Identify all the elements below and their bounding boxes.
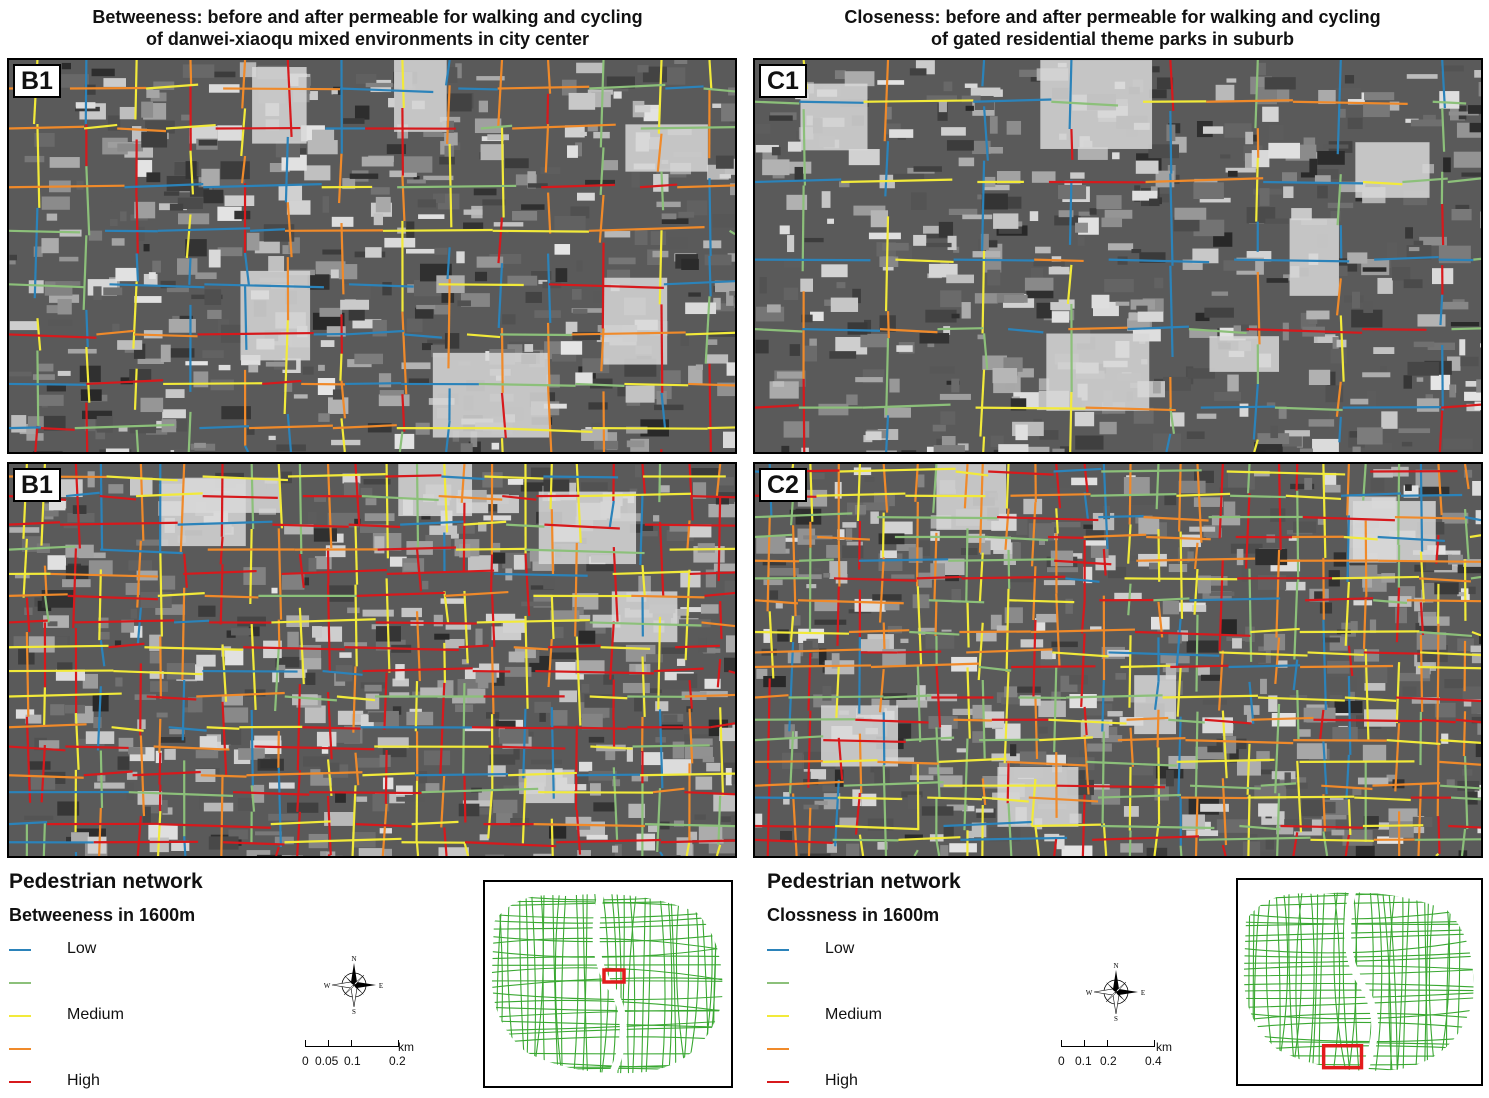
map-panel-betweeness-after: B1	[7, 462, 737, 858]
legend-subheading: Betweeness in 1600m	[9, 905, 196, 925]
map-panel-betweeness-before: B1	[7, 58, 737, 454]
legend-swatch	[767, 949, 789, 951]
legend-swatch	[767, 1048, 789, 1050]
legend-label: Low	[67, 940, 97, 957]
map-panel-closeness-before: C1	[753, 58, 1483, 454]
compass-e: E	[1141, 989, 1145, 997]
legend-subheading: Clossness in 1600m	[767, 905, 940, 925]
panel-label: C2	[759, 468, 807, 502]
legend-swatch	[9, 982, 31, 984]
compass-n: N	[1113, 962, 1118, 970]
legend-swatch	[9, 949, 31, 951]
scale-tick: 0.1	[344, 1054, 361, 1068]
legend-swatch	[767, 982, 789, 984]
legend-label: Low	[825, 940, 855, 957]
panel-label: B1	[13, 468, 61, 502]
city-network-overview	[491, 882, 723, 1086]
panel-label: C1	[759, 64, 807, 98]
compass-w: W	[1086, 989, 1093, 997]
left-title: Betweeness: before and after permeable f…	[92, 7, 643, 49]
scale-tick: 0	[1058, 1054, 1065, 1068]
compass-e: E	[379, 982, 383, 990]
city-network-overview	[1243, 880, 1474, 1084]
legend-label: High	[825, 1072, 858, 1089]
aerial-map	[755, 464, 1481, 856]
aerial-map	[755, 60, 1481, 452]
aerial-map	[9, 464, 735, 856]
scale-tick: 0	[302, 1054, 309, 1068]
panel-label: B1	[13, 64, 61, 98]
legend-swatch	[9, 1015, 31, 1017]
compass-s: S	[1114, 1015, 1118, 1022]
legend-label: Medium	[67, 1006, 124, 1023]
scale-unit: km	[1156, 1040, 1172, 1054]
legend-swatch	[767, 1081, 789, 1083]
scale-tick: 0.05	[315, 1054, 339, 1068]
compass-n: N	[351, 955, 356, 963]
legend-label: Medium	[825, 1006, 882, 1023]
scale-unit: km	[398, 1040, 414, 1054]
scale-tick: 0.4	[1145, 1054, 1162, 1068]
compass-w: W	[324, 982, 331, 990]
legend-label: High	[67, 1072, 100, 1089]
legend-swatch	[9, 1081, 31, 1083]
compass-s: S	[352, 1008, 356, 1015]
aerial-map	[9, 60, 735, 452]
legend-swatch	[767, 1015, 789, 1017]
legend-swatch	[9, 1048, 31, 1050]
legend-heading: Pedestrian network	[767, 870, 961, 893]
scale-bar: 0 0.1 0.2 0.4 km	[1058, 1040, 1181, 1080]
scale-tick: 0.2	[389, 1054, 406, 1068]
north-arrow-compass-icon: N S E W	[1086, 962, 1146, 1023]
locator-inset-map	[483, 880, 733, 1088]
scale-bar: 0 0.05 0.1 0.2 km	[302, 1040, 425, 1080]
scale-tick: 0.2	[1100, 1054, 1117, 1068]
map-panel-closeness-after: C2	[753, 462, 1483, 858]
locator-inset-map	[1236, 878, 1483, 1086]
north-arrow-compass-icon: N S E W	[324, 955, 384, 1016]
legend-heading: Pedestrian network	[9, 870, 203, 893]
scale-tick: 0.1	[1075, 1054, 1092, 1068]
right-title: Closeness: before and after permeable fo…	[844, 7, 1381, 49]
